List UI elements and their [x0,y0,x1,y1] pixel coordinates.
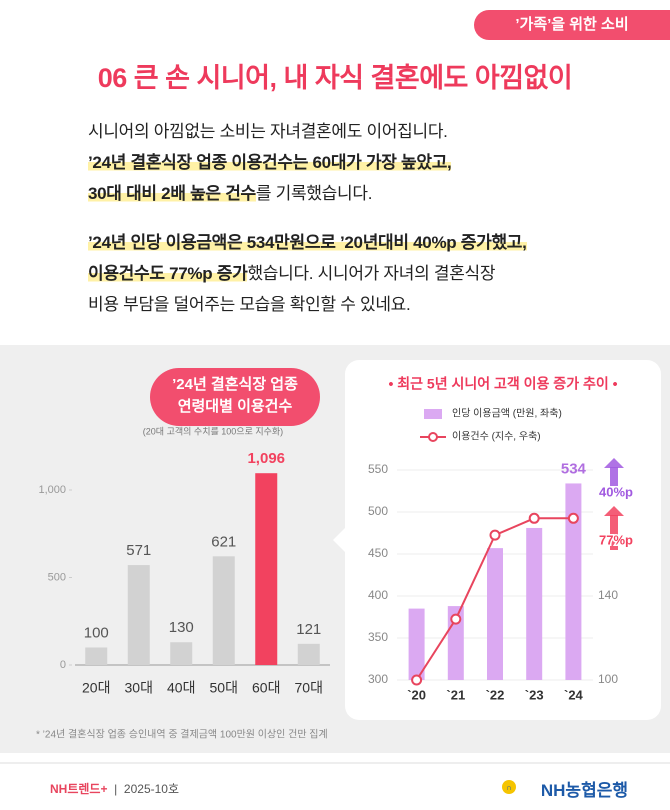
legend-swatch [428,432,438,442]
highlight-text: ’24년 결혼식장 업종 이용건수는 60대가 가장 높았고, [88,153,452,172]
text-line: 비용 부담을 덜어주는 모습을 확인할 수 있네요. [88,289,648,320]
arrow-head [604,458,624,468]
point [411,674,423,686]
chart-title: • 최근 5년 시니어 고객 이용 증가 추이 • [388,376,617,392]
card-pointer [333,528,345,552]
y-tick-label: 550 [368,462,388,476]
x-tick-label: `23 [525,687,544,702]
brand: NH트렌드+ [50,782,108,796]
paragraph: 시니어의 아낌없는 소비는 자녀결혼에도 이어집니다. ’24년 결혼식장 업종 … [88,116,648,209]
chart-subtitle: (20대 고객의 수치를 100으로 지수화) [143,425,283,436]
y-tick-label: 500 [368,504,388,518]
x-tick-label: 20대 [82,680,110,696]
bar [297,643,320,665]
y-tick-label: 350 [368,630,388,644]
highlight-text: ’24년 인당 이용금액은 534만원으로 ’20년대비 40%p 증가했고, [88,233,527,252]
x-tick-label: 60대 [252,680,280,696]
legend-label: 이용건수 (지수, 우축) [452,431,541,443]
point [489,529,501,541]
arrow-shaft [610,467,618,486]
arrow-head [604,506,624,516]
body-text: 시니어의 아낌없는 소비는 자녀결혼에도 이어집니다. ’24년 결혼식장 업종 … [88,116,648,338]
x-tick-label: 70대 [295,680,323,696]
paragraph: ’24년 인당 이용금액은 534만원으로 ’20년대비 40%p 증가했고, 이… [88,227,648,320]
data-label: 1,096 [247,450,285,467]
highlight-text: 이용건수도 77%p 증가 [88,264,248,283]
bar [85,647,108,665]
x-tick-label: 50대 [210,680,238,696]
x-tick-label: `20 [407,687,426,702]
y-tick-label: 0 [60,659,66,671]
data-label: 571 [126,542,151,559]
footnote: * ’24년 결혼식장 업종 승인내역 중 결제금액 100만원 이상인 건만 … [36,728,328,741]
y-tick-label: 500 [48,571,66,583]
text: 를 기록했습니다. [255,184,373,203]
bank-logo [502,780,516,794]
text-line: ’24년 결혼식장 업종 이용건수는 60대가 가장 높았고, [88,147,648,178]
bar [127,565,150,665]
text: 비용 부담을 덜어주는 모습을 확인할 수 있네요. [88,295,411,314]
bar [408,608,425,680]
bar [487,548,503,680]
highlight-text: 30대 대비 2배 높은 건수 [88,184,256,203]
y2-tick-label: 140 [598,588,618,602]
point [528,512,540,524]
footer-left: NH트렌드+ | 2025-10호 [50,782,180,796]
text-line: ’24년 인당 이용금액은 534만원으로 ’20년대비 40%p 증가했고, [88,227,648,258]
bar [565,483,582,680]
legend-swatch [424,409,442,419]
bank-logo-mark: ∩ [506,783,512,792]
y-tick-label: 300 [368,672,388,686]
chart-title: 연령대별 이용건수 [178,397,293,415]
y2-tick-label: 100 [598,672,618,686]
arrow-shaft [610,515,618,550]
point [450,613,462,625]
bar [170,642,193,665]
bar [212,556,235,665]
title-pill [150,368,320,426]
data-label: 130 [169,619,194,636]
x-tick-label: `24 [564,687,584,702]
x-tick-label: `22 [486,687,505,702]
legend-label: 인당 이용금액 (만원, 좌축) [452,408,562,420]
annotation: 40%p [599,484,633,499]
y-tick-label: 400 [368,588,388,602]
text-line: 30대 대비 2배 높은 건수를 기록했습니다. [88,178,648,209]
x-tick-label: 40대 [167,680,195,696]
bar [526,527,543,680]
data-label: 621 [211,533,236,550]
text-line: 이용건수도 77%p 증가했습니다. 시니어가 자녀의 결혼식장 [88,258,648,289]
issue: 2025-10호 [123,782,180,796]
data-label: 121 [296,621,321,638]
point [567,512,579,524]
y-tick-label: 1,000 [38,484,66,496]
data-label: 534 [561,460,587,477]
bar [255,473,278,665]
x-tick-label: `21 [446,687,465,702]
text: 했습니다. 시니어가 자녀의 결혼식장 [247,264,496,283]
text-line: 시니어의 아낌없는 소비는 자녀결혼에도 이어집니다. [88,116,648,147]
page-title: 06 큰 손 시니어, 내 자식 결혼에도 아낌없이 [97,63,573,93]
data-label: 100 [84,624,109,641]
annotation: 77%p [599,532,633,547]
bank-name: NH농협은행 [540,781,628,800]
x-tick-label: 30대 [125,680,153,696]
section-tag: ’가족’을 위한 소비 [474,10,670,40]
chart-title: ’24년 결혼식장 업종 [172,375,298,393]
text: 시니어의 아낌없는 소비는 자녀결혼에도 이어집니다. [88,122,448,141]
y-tick-label: 450 [368,546,388,560]
